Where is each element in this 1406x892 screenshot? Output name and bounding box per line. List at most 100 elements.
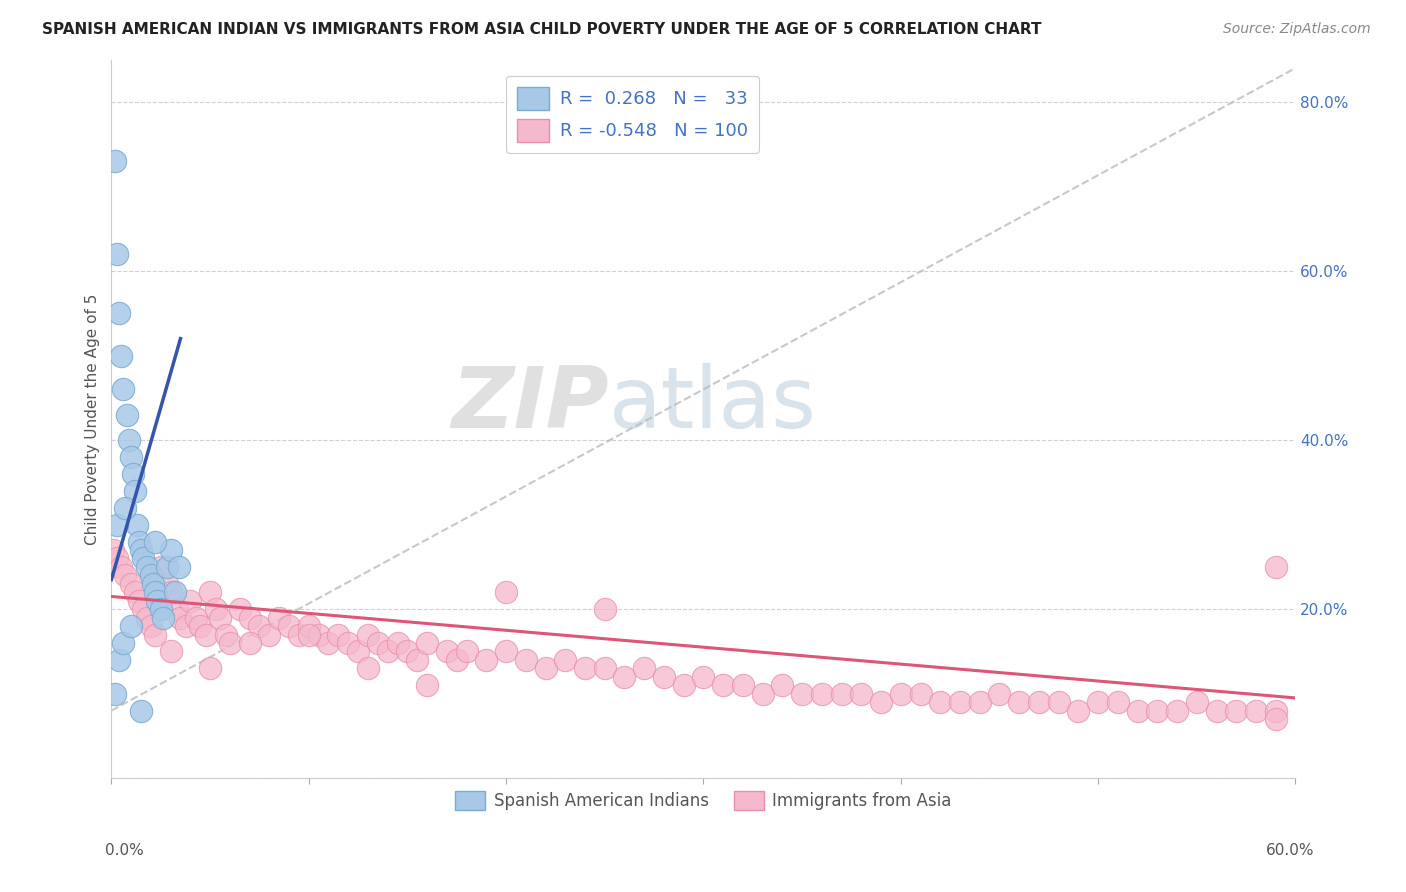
Point <box>108 653 131 667</box>
Point <box>328 627 350 641</box>
Point <box>215 627 238 641</box>
Point <box>114 500 136 515</box>
Point <box>146 593 169 607</box>
Point <box>159 543 181 558</box>
Point <box>347 644 370 658</box>
Point <box>1166 704 1188 718</box>
Point <box>105 247 128 261</box>
Point <box>105 551 128 566</box>
Point <box>129 543 152 558</box>
Point <box>124 585 146 599</box>
Point <box>128 534 150 549</box>
Point <box>298 627 321 641</box>
Point <box>731 678 754 692</box>
Point <box>1047 695 1070 709</box>
Point <box>711 678 734 692</box>
Text: 0.0%: 0.0% <box>105 843 145 858</box>
Point <box>554 653 576 667</box>
Point <box>132 602 155 616</box>
Point <box>406 653 429 667</box>
Point <box>377 644 399 658</box>
Point <box>436 644 458 658</box>
Point <box>949 695 972 709</box>
Point <box>195 627 218 641</box>
Point <box>139 568 162 582</box>
Point <box>166 602 188 616</box>
Point <box>169 610 191 624</box>
Point <box>238 610 260 624</box>
Point <box>770 678 793 692</box>
Point <box>692 670 714 684</box>
Point <box>218 636 240 650</box>
Point <box>128 593 150 607</box>
Y-axis label: Child Poverty Under the Age of 5: Child Poverty Under the Age of 5 <box>86 293 100 545</box>
Legend: Spanish American Indians, Immigrants from Asia: Spanish American Indians, Immigrants fro… <box>449 784 957 817</box>
Point <box>1185 695 1208 709</box>
Point <box>249 619 271 633</box>
Point <box>652 670 675 684</box>
Point <box>149 560 172 574</box>
Point <box>1205 704 1227 718</box>
Point <box>1087 695 1109 709</box>
Point <box>167 560 190 574</box>
Point <box>278 619 301 633</box>
Text: ZIP: ZIP <box>451 363 609 446</box>
Point <box>108 306 131 320</box>
Point <box>1008 695 1031 709</box>
Point <box>988 687 1011 701</box>
Point <box>1107 695 1129 709</box>
Point <box>186 610 208 624</box>
Point <box>357 627 380 641</box>
Point <box>259 627 281 641</box>
Point <box>1244 704 1267 718</box>
Point <box>122 467 145 481</box>
Point <box>870 695 893 709</box>
Point <box>387 636 409 650</box>
Point <box>1028 695 1050 709</box>
Point <box>456 644 478 658</box>
Text: Source: ZipAtlas.com: Source: ZipAtlas.com <box>1223 22 1371 37</box>
Point <box>176 619 198 633</box>
Point <box>198 661 221 675</box>
Point <box>149 602 172 616</box>
Text: SPANISH AMERICAN INDIAN VS IMMIGRANTS FROM ASIA CHILD POVERTY UNDER THE AGE OF 5: SPANISH AMERICAN INDIAN VS IMMIGRANTS FR… <box>42 22 1042 37</box>
Point <box>633 661 655 675</box>
Point <box>105 517 128 532</box>
Point <box>269 610 291 624</box>
Point <box>104 687 127 701</box>
Point <box>574 661 596 675</box>
Point <box>1264 560 1286 574</box>
Point <box>120 619 142 633</box>
Point <box>120 576 142 591</box>
Point <box>929 695 952 709</box>
Point <box>163 585 186 599</box>
Point <box>179 593 201 607</box>
Point <box>238 636 260 650</box>
Point <box>1146 704 1168 718</box>
Point <box>159 585 181 599</box>
Point <box>152 610 174 624</box>
Point <box>446 653 468 667</box>
Point <box>337 636 360 650</box>
Point <box>112 382 135 396</box>
Point <box>136 560 159 574</box>
Point <box>156 560 179 574</box>
Point <box>1225 704 1247 718</box>
Point <box>159 644 181 658</box>
Point <box>416 636 439 650</box>
Point <box>132 551 155 566</box>
Point <box>104 154 127 169</box>
Point <box>1264 712 1286 726</box>
Point <box>751 687 773 701</box>
Point <box>156 576 179 591</box>
Point <box>112 636 135 650</box>
Point <box>110 349 132 363</box>
Text: 60.0%: 60.0% <box>1267 843 1315 858</box>
Point <box>851 687 873 701</box>
Point <box>495 644 517 658</box>
Point <box>143 534 166 549</box>
Point <box>811 687 834 701</box>
Point <box>969 695 991 709</box>
Point <box>115 408 138 422</box>
Point <box>318 636 340 650</box>
